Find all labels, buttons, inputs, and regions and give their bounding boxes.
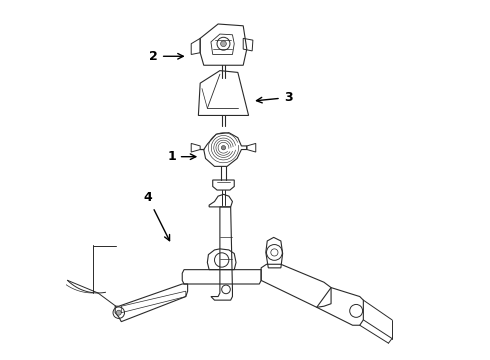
Text: 1: 1: [167, 150, 196, 163]
Text: 2: 2: [149, 50, 183, 63]
Text: 3: 3: [256, 91, 293, 104]
Circle shape: [221, 145, 225, 150]
Circle shape: [220, 41, 226, 46]
Text: 4: 4: [144, 192, 170, 241]
Circle shape: [116, 310, 122, 315]
